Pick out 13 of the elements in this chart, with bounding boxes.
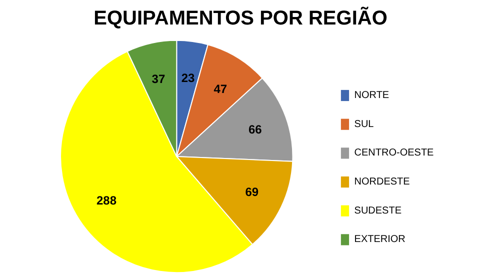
legend-label: SUDESTE — [354, 205, 402, 216]
data-label: 288 — [96, 193, 117, 208]
data-label: 47 — [214, 82, 228, 96]
data-label: 69 — [245, 184, 259, 199]
legend-label: SUL — [354, 118, 374, 130]
legend-label: EXTERIOR — [354, 234, 406, 246]
data-label: 37 — [152, 72, 166, 86]
legend-label: NORTE — [354, 90, 390, 101]
data-label: 23 — [181, 70, 196, 85]
data-label: 66 — [248, 122, 262, 137]
chart-title: EQUIPAMENTOS POR REGIÃO — [94, 6, 388, 30]
legend-label: NORDESTE — [354, 176, 410, 188]
legend-label: CENTRO-OESTE — [354, 148, 434, 159]
